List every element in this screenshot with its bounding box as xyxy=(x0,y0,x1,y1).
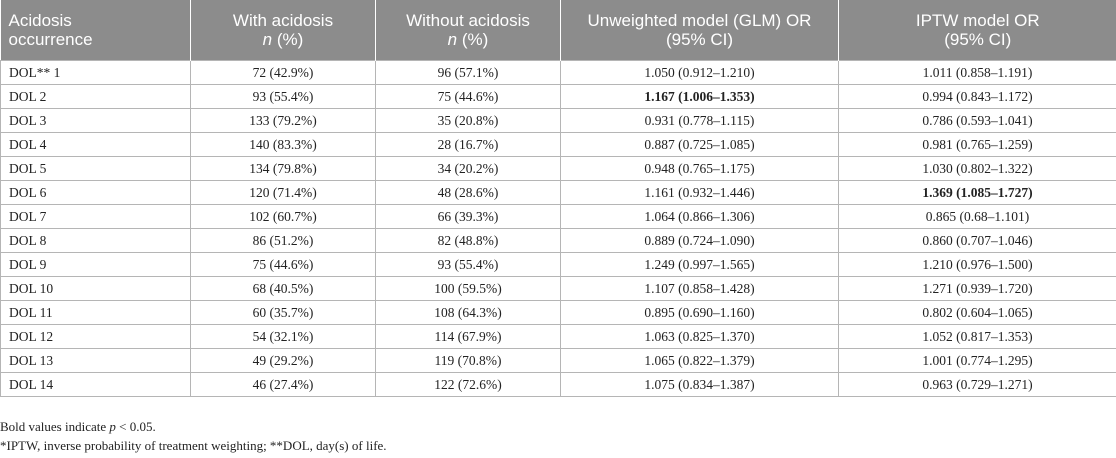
row-label-cell: DOL 6 xyxy=(0,180,191,205)
unweighted-or-cell: 0.931 (0.778–1.115) xyxy=(560,108,839,133)
iptw-or-cell: 0.802 (0.604–1.065) xyxy=(838,300,1116,325)
table-row: DOL 6 120 (71.4%) 48 (28.6%) 1.161 (0.932–1… xyxy=(0,180,1116,205)
iptw-or-cell: 1.030 (0.802–1.322) xyxy=(838,156,1116,181)
table-row: DOL 7 102 (60.7%) 66 (39.3%) 1.064 (0.866–1… xyxy=(0,204,1116,229)
table-row: DOL 5 134 (79.8%) 34 (20.2%) 0.948 (0.765–1… xyxy=(0,156,1116,181)
row-label-cell: DOL 5 xyxy=(0,156,191,181)
without-acidosis-cell: 108 (64.3%) xyxy=(375,300,561,325)
unweighted-or-cell: 1.064 (0.866–1.306) xyxy=(560,204,839,229)
iptw-or-cell: 0.860 (0.707–1.046) xyxy=(838,228,1116,253)
with-acidosis-cell: 93 (55.4%) xyxy=(190,84,376,109)
table-row: DOL 2 93 (55.4%) 75 (44.6%) 1.167 (1.006–1.… xyxy=(0,84,1116,109)
without-acidosis-cell: 96 (57.1%) xyxy=(375,60,561,85)
table-row: DOL** 1 72 (42.9%) 96 (57.1%) 1.050 (0.912–… xyxy=(0,60,1116,85)
iptw-or-cell: 0.963 (0.729–1.271) xyxy=(838,372,1116,397)
table-row: DOL 12 54 (32.1%) 114 (67.9%) 1.063 (0.825–… xyxy=(0,324,1116,349)
table-row: DOL 8 86 (51.2%) 82 (48.8%) 0.889 (0.724–1.… xyxy=(0,228,1116,253)
unweighted-or-cell: 0.948 (0.765–1.175) xyxy=(560,156,839,181)
with-acidosis-cell: 54 (32.1%) xyxy=(190,324,376,349)
without-acidosis-cell: 28 (16.7%) xyxy=(375,132,561,157)
with-acidosis-cell: 49 (29.2%) xyxy=(190,348,376,373)
results-table: Acidosis occurrence With acidosis n (%) … xyxy=(0,0,1116,397)
without-acidosis-cell: 119 (70.8%) xyxy=(375,348,561,373)
header-row: Acidosis occurrence With acidosis n (%) … xyxy=(0,0,1116,61)
unweighted-or-cell: 1.063 (0.825–1.370) xyxy=(560,324,839,349)
row-label-cell: DOL 12 xyxy=(0,324,191,349)
iptw-or-cell: 1.052 (0.817–1.353) xyxy=(838,324,1116,349)
without-acidosis-cell: 100 (59.5%) xyxy=(375,276,561,301)
row-label-cell: DOL 3 xyxy=(0,108,191,133)
iptw-or-cell: 0.865 (0.68–1.101) xyxy=(838,204,1116,229)
iptw-or-cell: 0.786 (0.593–1.041) xyxy=(838,108,1116,133)
with-acidosis-cell: 86 (51.2%) xyxy=(190,228,376,253)
table-body: DOL** 1 72 (42.9%) 96 (57.1%) 1.050 (0.912–… xyxy=(0,60,1116,397)
with-acidosis-cell: 120 (71.4%) xyxy=(190,180,376,205)
row-label-cell: DOL 2 xyxy=(0,84,191,109)
with-acidosis-cell: 72 (42.9%) xyxy=(190,60,376,85)
with-acidosis-cell: 60 (35.7%) xyxy=(190,300,376,325)
header-unweighted-model: Unweighted model (GLM) OR (95% CI) xyxy=(560,0,839,61)
header-with-acidosis: With acidosis n (%) xyxy=(190,0,376,61)
unweighted-or-cell: 0.887 (0.725–1.085) xyxy=(560,132,839,157)
row-label-cell: DOL 4 xyxy=(0,132,191,157)
unweighted-or-cell: 1.050 (0.912–1.210) xyxy=(560,60,839,85)
with-acidosis-cell: 134 (79.8%) xyxy=(190,156,376,181)
without-acidosis-cell: 48 (28.6%) xyxy=(375,180,561,205)
table-row: DOL 3 133 (79.2%) 35 (20.8%) 0.931 (0.778–1… xyxy=(0,108,1116,133)
unweighted-or-cell: 1.107 (0.858–1.428) xyxy=(560,276,839,301)
iptw-or-cell: 1.001 (0.774–1.295) xyxy=(838,348,1116,373)
row-label-cell: DOL 7 xyxy=(0,204,191,229)
without-acidosis-cell: 93 (55.4%) xyxy=(375,252,561,277)
row-label-cell: DOL 9 xyxy=(0,252,191,277)
unweighted-or-cell: 0.889 (0.724–1.090) xyxy=(560,228,839,253)
table-row: DOL 4 140 (83.3%) 28 (16.7%) 0.887 (0.725–1… xyxy=(0,132,1116,157)
without-acidosis-cell: 66 (39.3%) xyxy=(375,204,561,229)
iptw-or-cell: 1.210 (0.976–1.500) xyxy=(838,252,1116,277)
row-label-cell: DOL 11 xyxy=(0,300,191,325)
bold-note: Bold values indicate p < 0.05. xyxy=(0,419,156,434)
iptw-or-cell: 1.011 (0.858–1.191) xyxy=(838,60,1116,85)
iptw-or-cell: 1.271 (0.939–1.720) xyxy=(838,276,1116,301)
table-row: DOL 13 49 (29.2%) 119 (70.8%) 1.065 (0.822–… xyxy=(0,348,1116,373)
with-acidosis-cell: 102 (60.7%) xyxy=(190,204,376,229)
without-acidosis-cell: 122 (72.6%) xyxy=(375,372,561,397)
without-acidosis-cell: 35 (20.8%) xyxy=(375,108,561,133)
without-acidosis-cell: 34 (20.2%) xyxy=(375,156,561,181)
table-row: DOL 9 75 (44.6%) 93 (55.4%) 1.249 (0.997–1.… xyxy=(0,252,1116,277)
iptw-or-cell: 0.981 (0.765–1.259) xyxy=(838,132,1116,157)
unweighted-or-cell: 1.249 (0.997–1.565) xyxy=(560,252,839,277)
unweighted-or-cell: 0.895 (0.690–1.160) xyxy=(560,300,839,325)
with-acidosis-cell: 46 (27.4%) xyxy=(190,372,376,397)
header-iptw-model: IPTW model OR (95% CI) xyxy=(838,0,1116,61)
abbreviation-note: *IPTW, inverse probability of treatment … xyxy=(0,438,387,453)
with-acidosis-cell: 75 (44.6%) xyxy=(190,252,376,277)
unweighted-or-cell: 1.075 (0.834–1.387) xyxy=(560,372,839,397)
table-row: DOL 11 60 (35.7%) 108 (64.3%) 0.895 (0.690–… xyxy=(0,300,1116,325)
row-label-cell: DOL** 1 xyxy=(0,60,191,85)
row-label-cell: DOL 8 xyxy=(0,228,191,253)
unweighted-or-cell: 1.161 (0.932–1.446) xyxy=(560,180,839,205)
without-acidosis-cell: 114 (67.9%) xyxy=(375,324,561,349)
unweighted-or-cell: 1.065 (0.822–1.379) xyxy=(560,348,839,373)
header-without-acidosis: Without acidosis n (%) xyxy=(375,0,561,61)
table-row: DOL 10 68 (40.5%) 100 (59.5%) 1.107 (0.858–… xyxy=(0,276,1116,301)
unweighted-or-cell: 1.167 (1.006–1.353) xyxy=(560,84,839,109)
iptw-or-cell: 0.994 (0.843–1.172) xyxy=(838,84,1116,109)
table-row: DOL 14 46 (27.4%) 122 (72.6%) 1.075 (0.834–… xyxy=(0,372,1116,397)
row-label-cell: DOL 14 xyxy=(0,372,191,397)
with-acidosis-cell: 133 (79.2%) xyxy=(190,108,376,133)
with-acidosis-cell: 68 (40.5%) xyxy=(190,276,376,301)
without-acidosis-cell: 82 (48.8%) xyxy=(375,228,561,253)
table-footnotes: Bold values indicate p < 0.05. *IPTW, in… xyxy=(0,417,387,455)
with-acidosis-cell: 140 (83.3%) xyxy=(190,132,376,157)
iptw-or-cell: 1.369 (1.085–1.727) xyxy=(838,180,1116,205)
row-label-cell: DOL 13 xyxy=(0,348,191,373)
without-acidosis-cell: 75 (44.6%) xyxy=(375,84,561,109)
header-acidosis-occurrence: Acidosis occurrence xyxy=(0,0,191,61)
row-label-cell: DOL 10 xyxy=(0,276,191,301)
